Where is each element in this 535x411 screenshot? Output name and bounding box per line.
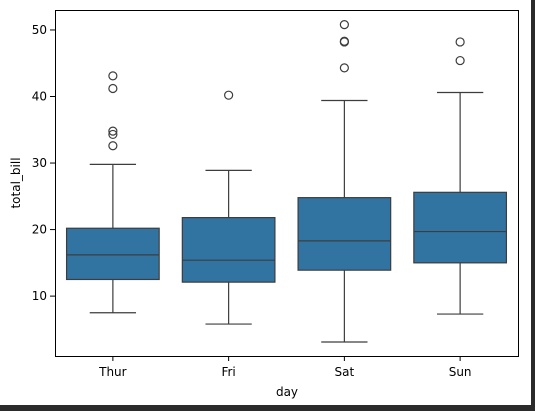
y-axis-label: total_bill	[9, 157, 23, 208]
x-axis-label: day	[276, 385, 298, 399]
outlier-point	[339, 36, 349, 46]
y-tick-label: 50	[32, 23, 47, 37]
y-tick-label: 10	[32, 289, 47, 303]
box-iqr	[65, 227, 160, 281]
box-plot: 10 20 30 40 50 Thur Fri Sat Sun day total_bill	[9, 10, 519, 399]
x-tick-label: Sun	[449, 365, 472, 379]
outlier-point	[108, 83, 118, 94]
y-tick-label: 30	[32, 156, 47, 170]
outlier-point	[108, 141, 118, 151]
plot-frame	[55, 10, 519, 357]
box-group	[181, 90, 276, 325]
outlier-point	[455, 55, 465, 66]
y-tick-label: 20	[32, 223, 47, 237]
outlier-point	[339, 20, 349, 30]
box-group	[65, 71, 160, 314]
box-iqr	[413, 191, 508, 264]
outlier-point	[455, 37, 465, 47]
y-tick-label: 40	[32, 90, 47, 104]
x-tick-label: Fri	[221, 365, 235, 379]
x-tick-label: Sat	[335, 365, 355, 379]
plot-layer	[65, 20, 508, 343]
x-axis: Thur Fri Sat Sun	[98, 356, 472, 379]
box-group	[413, 37, 508, 315]
y-axis: 10 20 30 40 50	[32, 23, 55, 303]
outlier-point	[108, 126, 118, 136]
box-iqr	[297, 197, 392, 271]
outlier-point	[224, 90, 234, 100]
outlier-point	[108, 129, 118, 140]
box-group	[297, 20, 392, 343]
outlier-point	[108, 71, 118, 81]
outlier-point	[339, 63, 349, 73]
x-tick-label: Thur	[98, 365, 127, 379]
box-iqr	[181, 217, 276, 283]
figure-canvas: 10 20 30 40 50 Thur Fri Sat Sun day total_bill	[0, 0, 531, 405]
